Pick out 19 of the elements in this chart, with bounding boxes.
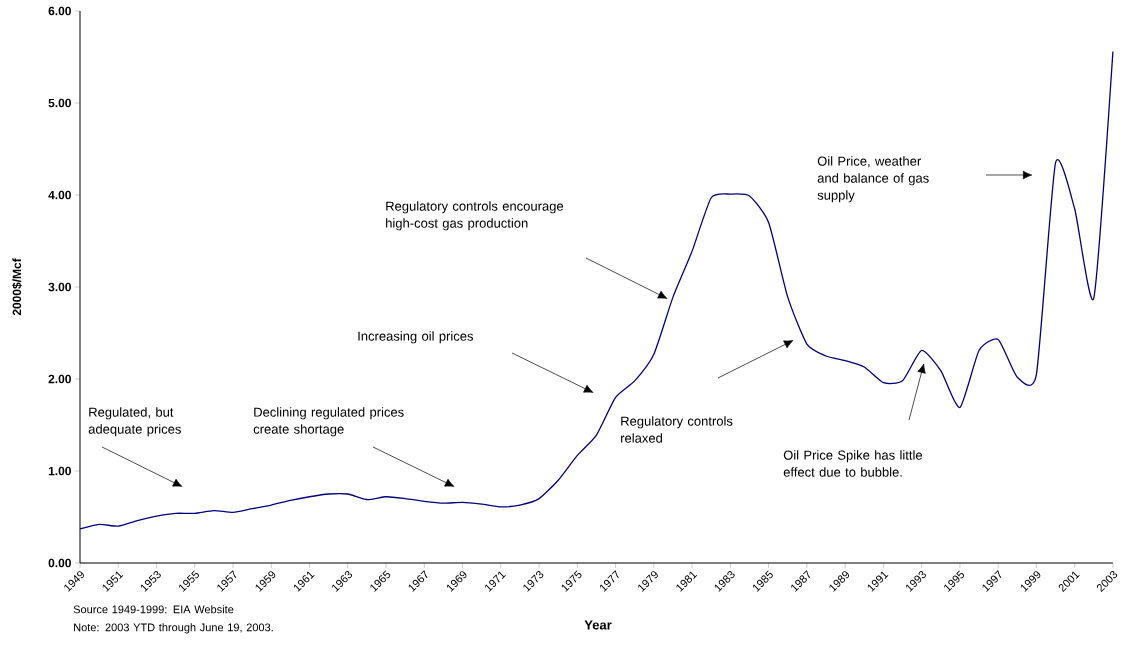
y-tick-label: 1.00 xyxy=(48,466,71,476)
y-tick-label: 0.00 xyxy=(48,558,71,568)
annotation: Regulated, but adequate prices xyxy=(88,407,181,437)
annotation: Oil Price Spike has little effect due to bubble. xyxy=(783,450,923,477)
y-tick-label: 5.00 xyxy=(48,98,71,108)
source-note: Source 1949-1999: EIA Website xyxy=(73,605,234,614)
y-tick-label: 2.00 xyxy=(48,374,71,384)
y-tick-label: 3.00 xyxy=(48,282,71,292)
y-axis-title: 2000$/Mcf xyxy=(12,258,22,316)
annotation: Oil Price, weather and balance of gas supply xyxy=(817,156,929,203)
y-tick-label: 6.00 xyxy=(48,6,71,16)
line-series xyxy=(79,50,1114,530)
text: Note: 2003 YTD through June 19, 2003. xyxy=(74,623,273,634)
y-tick-label: 4.00 xyxy=(48,190,71,200)
x-axis-title: Year xyxy=(584,620,612,630)
annotation: Increasing oil prices xyxy=(358,331,474,344)
annotation: Declining regulated prices create shortage xyxy=(253,407,404,437)
annotation: Regulatory controls encourage high-cost gas production xyxy=(386,201,564,231)
annotation: Regulatory controls relaxed xyxy=(621,416,733,443)
